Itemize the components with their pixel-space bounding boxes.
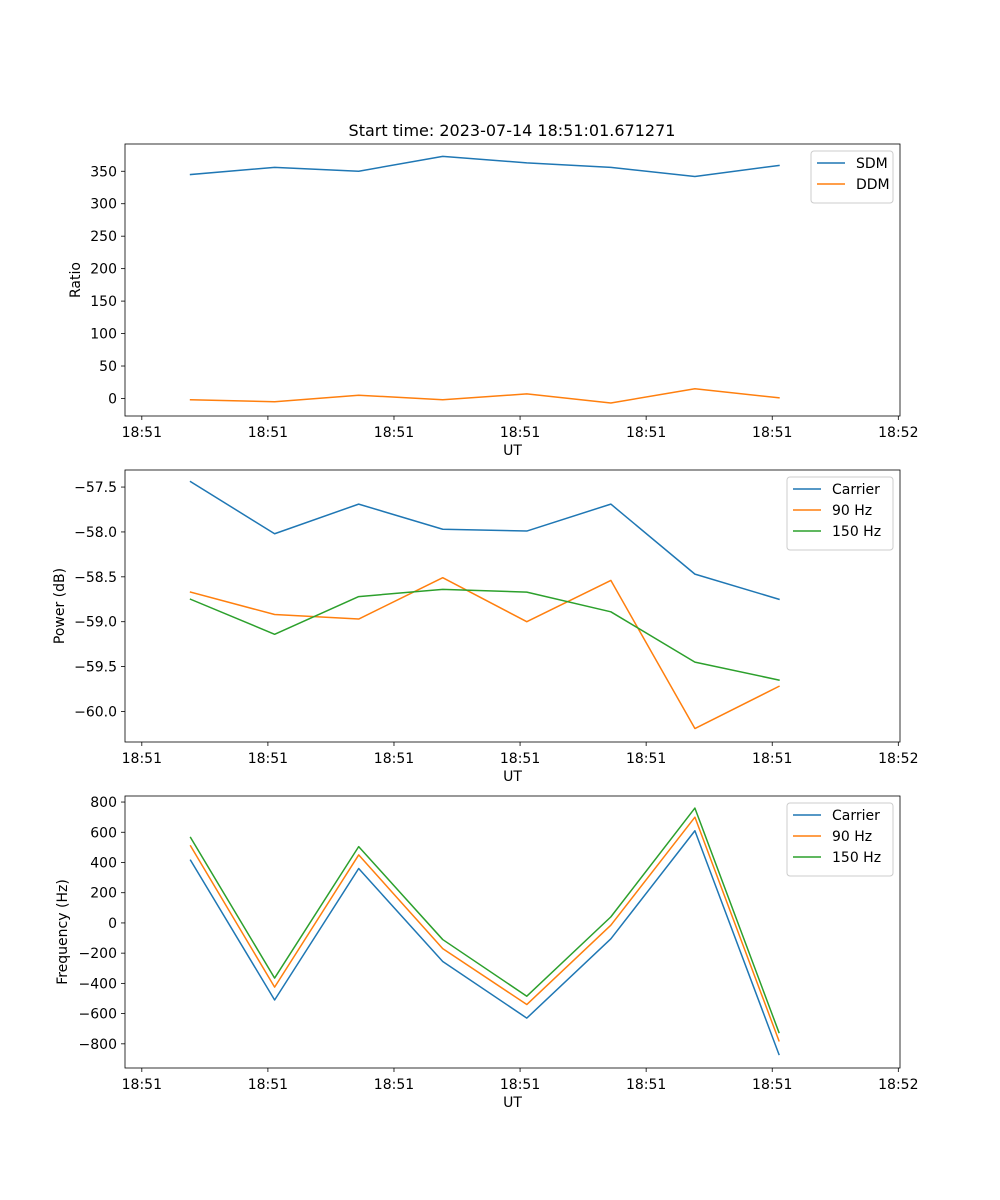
y-tick-label: 0 — [108, 916, 117, 932]
chart-panel-2: 18:51 18:51 18:51 18:51 18:51 18:51 18:52 −60.0… — [52, 469, 918, 785]
x-tick-label: 18:52 — [878, 425, 918, 441]
y-tick-label: −59.5 — [74, 660, 117, 676]
legend-label-ddm: DDM — [856, 177, 890, 193]
axes-frame — [124, 143, 901, 417]
x-tick-label: 18:51 — [752, 425, 792, 441]
y-tick-label: 50 — [99, 359, 117, 375]
legend-label-carrier: Carrier — [832, 808, 880, 824]
y-tick-label: −58.0 — [74, 525, 117, 541]
y-tick-label: 150 — [90, 294, 117, 310]
series-line-150-hz — [189, 588, 780, 681]
legend-label-carrier: Carrier — [832, 482, 880, 498]
x-tick-label: 18:51 — [626, 751, 666, 767]
x-tick-label: 18:51 — [626, 425, 666, 441]
legend-label-150-hz: 150 Hz — [832, 524, 881, 540]
x-axis-label: UT — [503, 769, 522, 785]
y-tick-label: −60.0 — [74, 704, 117, 720]
chart-panel-3: 18:51 18:51 18:51 18:51 18:51 18:51 18:52 −800 −… — [55, 795, 918, 1111]
y-tick-label: −400 — [79, 976, 117, 992]
legend-label-90-hz: 90 Hz — [832, 829, 872, 845]
legend-label-sdm: SDM — [856, 156, 888, 172]
x-tick-label: 18:52 — [878, 1077, 918, 1093]
legend: Carrier 90 Hz 150 Hz — [786, 802, 894, 877]
axes-frame — [124, 469, 901, 743]
y-tick-label: −600 — [79, 1007, 117, 1023]
x-tick-label: 18:52 — [878, 751, 918, 767]
axes-frame — [124, 795, 901, 1069]
y-tick-label: 0 — [108, 391, 117, 407]
series-line-carrier — [189, 480, 780, 601]
y-tick-label: 250 — [90, 229, 117, 245]
series-line-sdm — [189, 155, 780, 178]
y-tick-label: 350 — [90, 164, 117, 180]
legend-label-90-hz: 90 Hz — [832, 503, 872, 519]
y-tick-label: 800 — [90, 795, 117, 811]
chart-panel-1: 18:51 18:51 18:51 18:51 18:51 18:51 18:52 0 50 10… — [68, 143, 918, 459]
y-tick-label: 600 — [90, 825, 117, 841]
series-line-90-hz — [189, 576, 780, 730]
x-tick-label: 18:51 — [374, 751, 414, 767]
x-tick-label: 18:51 — [248, 425, 288, 441]
y-tick-label: 200 — [90, 262, 117, 278]
legend: Carrier 90 Hz 150 Hz — [786, 476, 894, 551]
x-tick-label: 18:51 — [248, 751, 288, 767]
y-tick-label: 400 — [90, 855, 117, 871]
x-tick-label: 18:51 — [122, 1077, 162, 1093]
series-line-ddm — [189, 387, 780, 404]
x-tick-label: 18:51 — [374, 1077, 414, 1093]
y-axis-label: Frequency (Hz) — [55, 879, 71, 985]
y-axis-label: Power (dB) — [52, 568, 68, 644]
series-line-carrier — [189, 830, 780, 1056]
series-line-90-hz — [189, 816, 780, 1042]
x-tick-label: 18:51 — [122, 425, 162, 441]
y-tick-label: 200 — [90, 886, 117, 902]
x-tick-label: 18:51 — [752, 751, 792, 767]
y-tick-label: 300 — [90, 197, 117, 213]
x-tick-label: 18:51 — [626, 1077, 666, 1093]
x-tick-label: 18:51 — [122, 751, 162, 767]
legend-box — [810, 150, 894, 204]
x-axis-label: UT — [503, 443, 522, 459]
y-tick-label: 100 — [90, 327, 117, 343]
y-tick-label: −58.5 — [74, 570, 117, 586]
figure-title: Start time: 2023-07-14 18:51:01.671271 — [349, 121, 676, 140]
x-tick-label: 18:51 — [500, 751, 540, 767]
legend: SDM DDM — [810, 150, 894, 204]
y-tick-label: −200 — [79, 946, 117, 962]
y-tick-label: −59.0 — [74, 615, 117, 631]
y-tick-label: −800 — [79, 1037, 117, 1053]
x-tick-label: 18:51 — [374, 425, 414, 441]
series-line-150-hz — [189, 807, 780, 1034]
x-axis-label: UT — [503, 1095, 522, 1111]
x-tick-label: 18:51 — [500, 425, 540, 441]
y-tick-label: −57.5 — [74, 480, 117, 496]
y-axis-label: Ratio — [68, 262, 84, 298]
x-tick-label: 18:51 — [248, 1077, 288, 1093]
panels: 18:51 18:51 18:51 18:51 18:51 18:51 18:52 0 50 10… — [52, 143, 918, 1111]
legend-label-150-hz: 150 Hz — [832, 850, 881, 866]
x-tick-label: 18:51 — [752, 1077, 792, 1093]
x-tick-label: 18:51 — [500, 1077, 540, 1093]
